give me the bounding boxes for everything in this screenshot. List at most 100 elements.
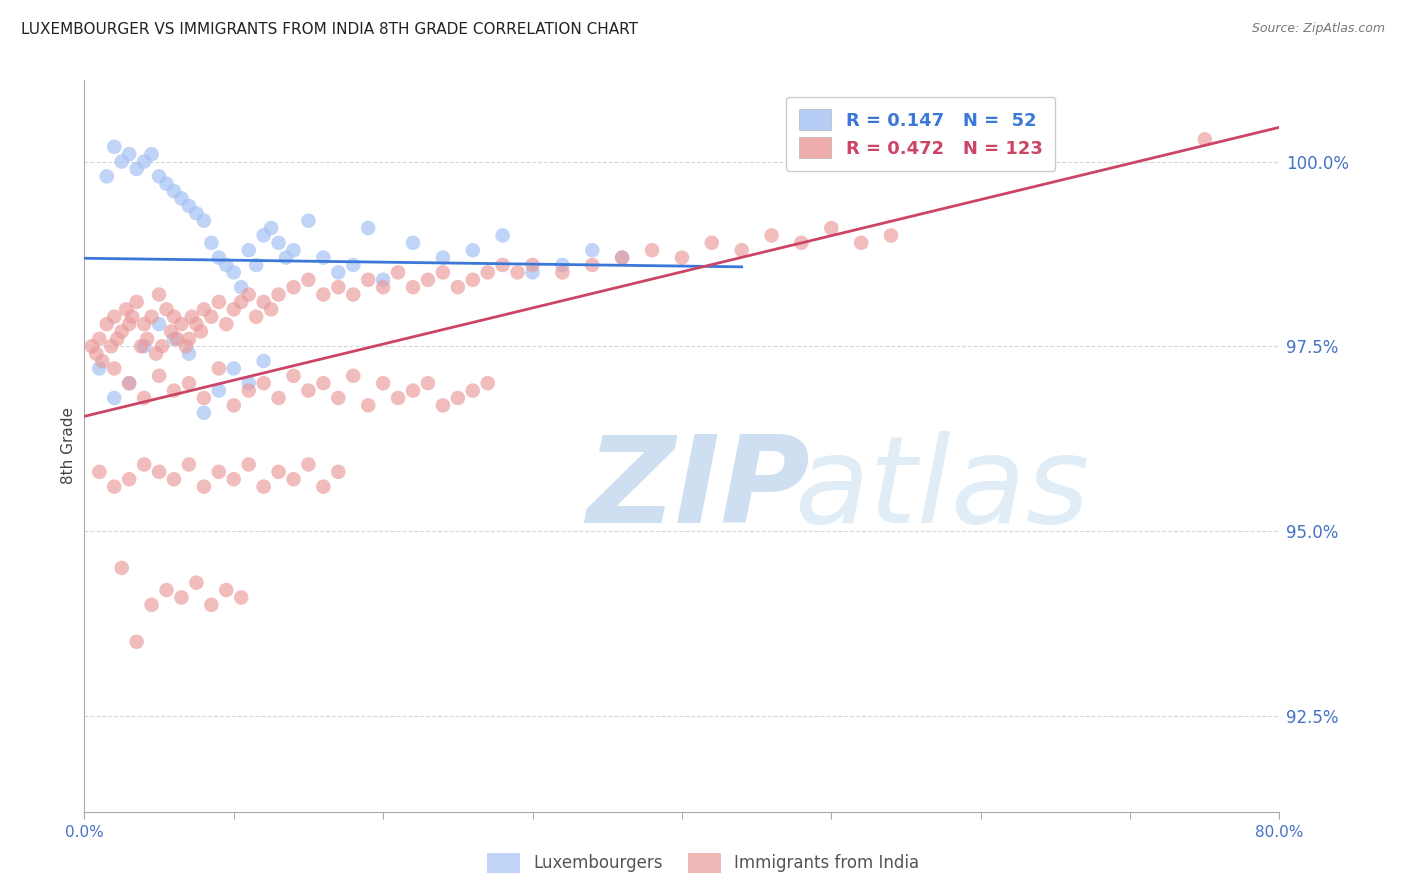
Point (461, 244, 484, 258)
Point (373, 376, 395, 391)
Point (115, 302, 138, 317)
Point (160, 325, 183, 339)
Point (80, 339, 103, 353)
Point (89, 361, 111, 376)
Point (492, 258, 515, 272)
Point (208, 361, 231, 376)
Point (432, 251, 454, 265)
Point (253, 480, 276, 494)
Point (186, 575, 208, 590)
Text: LUXEMBOURGER VS IMMIGRANTS FROM INDIA 8TH GRADE CORRELATION CHART: LUXEMBOURGER VS IMMIGRANTS FROM INDIA 8T… (21, 22, 638, 37)
Point (231, 280, 253, 294)
Point (312, 287, 335, 301)
Point (103, 361, 125, 376)
Point (121, 310, 143, 324)
Point (357, 398, 380, 412)
Point (328, 265, 350, 279)
Point (581, 258, 603, 272)
Point (141, 598, 163, 612)
Point (177, 199, 200, 213)
Point (89, 465, 111, 479)
Point (155, 177, 177, 191)
Point (312, 480, 335, 494)
Point (416, 273, 439, 287)
Point (193, 406, 215, 420)
Point (222, 265, 245, 279)
Y-axis label: 8th Grade: 8th Grade (60, 408, 76, 484)
Point (238, 384, 260, 398)
Point (105, 332, 128, 346)
Point (253, 376, 276, 391)
Point (253, 228, 276, 243)
Point (141, 147, 163, 161)
Point (551, 258, 574, 272)
Point (91, 354, 114, 368)
Point (170, 317, 193, 331)
Point (186, 206, 208, 220)
Text: Source: ZipAtlas.com: Source: ZipAtlas.com (1251, 22, 1385, 36)
Point (200, 598, 222, 612)
Point (671, 251, 693, 265)
Point (820, 221, 842, 235)
Point (461, 384, 484, 398)
Point (253, 294, 276, 309)
Point (477, 265, 499, 279)
Point (231, 591, 253, 605)
Point (96, 317, 118, 331)
Point (1194, 132, 1216, 146)
Point (328, 391, 350, 405)
Point (208, 251, 231, 265)
Point (118, 376, 141, 391)
Point (432, 265, 454, 279)
Point (342, 258, 364, 272)
Point (148, 169, 170, 184)
Point (132, 154, 156, 169)
Point (148, 465, 170, 479)
Point (177, 376, 200, 391)
Point (141, 310, 163, 324)
Point (125, 634, 148, 648)
Point (193, 213, 215, 227)
Point (215, 317, 238, 331)
Point (222, 361, 245, 376)
Point (402, 384, 425, 398)
Point (328, 280, 350, 294)
Point (155, 302, 177, 317)
Point (150, 339, 173, 353)
Point (477, 376, 499, 391)
Point (118, 317, 141, 331)
Point (222, 472, 245, 486)
Point (267, 287, 290, 301)
Point (238, 287, 260, 301)
Point (297, 213, 319, 227)
Point (190, 325, 212, 339)
Point (215, 258, 238, 272)
Point (166, 332, 188, 346)
Point (103, 310, 125, 324)
Point (163, 332, 186, 346)
Point (170, 192, 193, 206)
Point (145, 346, 167, 360)
Point (492, 228, 515, 243)
Point (297, 458, 319, 472)
Point (200, 310, 222, 324)
Point (111, 561, 134, 575)
Text: atlas: atlas (796, 432, 1091, 549)
Point (328, 465, 350, 479)
Point (506, 265, 529, 279)
Point (267, 391, 290, 405)
Point (89, 332, 111, 346)
Point (231, 294, 253, 309)
Point (312, 251, 335, 265)
Point (125, 294, 148, 309)
Point (132, 339, 156, 353)
Point (612, 251, 634, 265)
Point (432, 398, 454, 412)
Point (163, 310, 186, 324)
Point (880, 228, 903, 243)
Point (238, 376, 260, 391)
Point (402, 280, 425, 294)
Point (186, 317, 208, 331)
Point (402, 235, 425, 250)
Point (416, 376, 439, 391)
